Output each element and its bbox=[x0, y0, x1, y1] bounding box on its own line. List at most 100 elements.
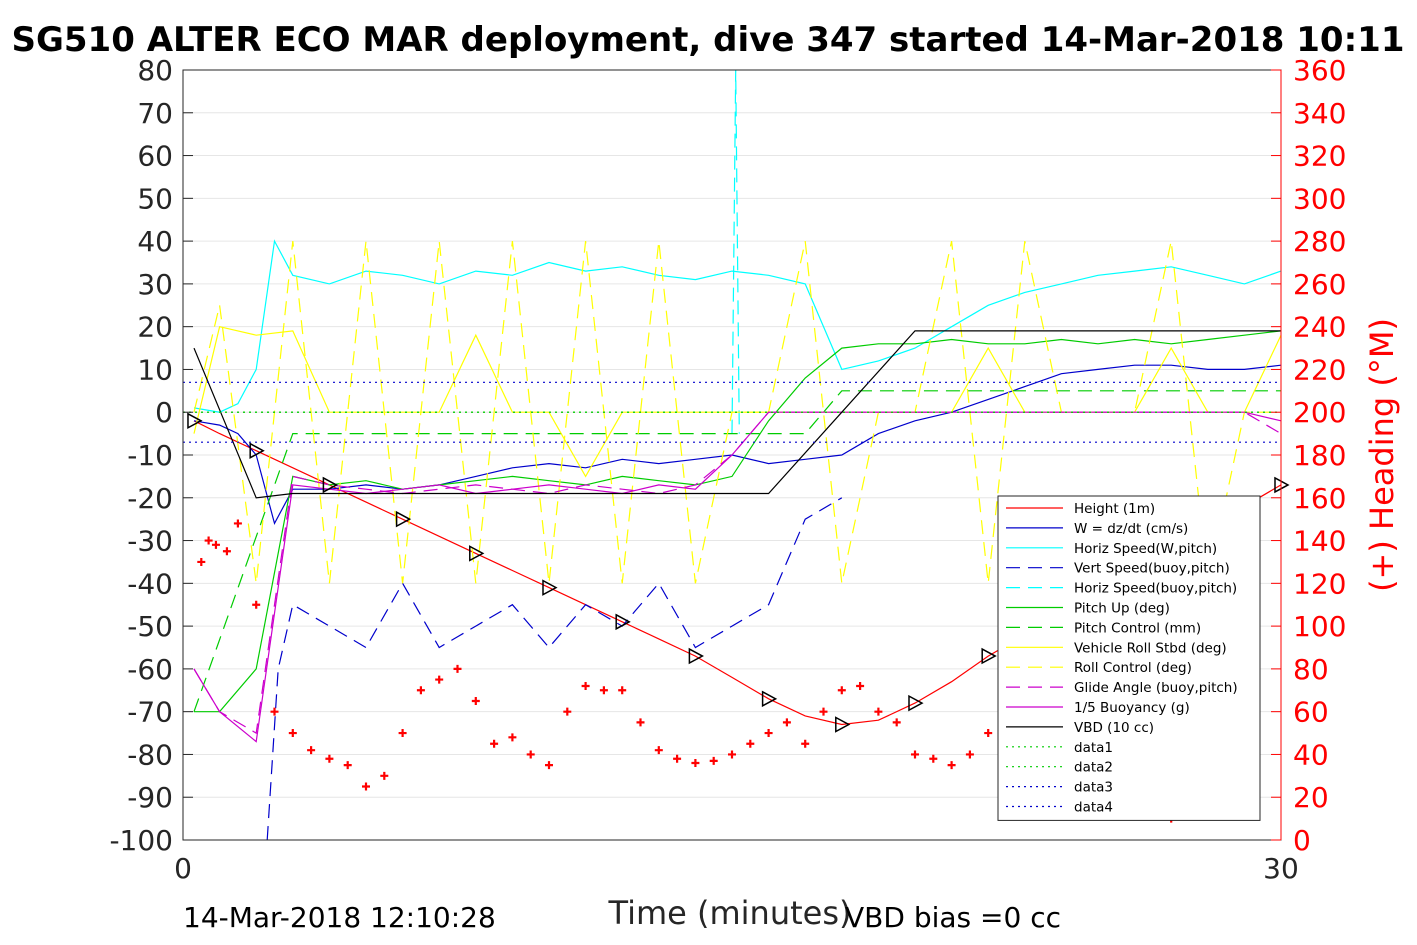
heading-point bbox=[892, 718, 901, 727]
left-tick-label: 40 bbox=[137, 225, 173, 258]
series-line-7 bbox=[193, 325, 1282, 478]
heading-point bbox=[581, 682, 590, 690]
series-line-2 bbox=[193, 239, 1282, 413]
right-tick-label: 200 bbox=[1293, 396, 1346, 429]
heading-point bbox=[728, 750, 736, 759]
left-tick-label: 80 bbox=[137, 54, 173, 87]
heading-point bbox=[673, 754, 682, 763]
heading-point bbox=[380, 771, 389, 780]
legend-box bbox=[997, 495, 1261, 821]
heading-point bbox=[233, 519, 242, 528]
heading-point bbox=[929, 754, 938, 763]
heading-point bbox=[965, 750, 974, 759]
right-tick-label: 180 bbox=[1293, 439, 1346, 472]
left-tick-label: -30 bbox=[127, 525, 173, 558]
right-tick-label: 320 bbox=[1293, 140, 1346, 173]
heading-point bbox=[819, 707, 828, 716]
x-axis-ticks: 0 30 bbox=[174, 852, 1299, 885]
heading-point bbox=[288, 729, 297, 738]
left-tick-label: -90 bbox=[127, 781, 173, 814]
right-tick-label: 360 bbox=[1293, 54, 1346, 87]
left-tick-label: 10 bbox=[137, 353, 173, 386]
right-tick-label: 100 bbox=[1293, 610, 1346, 643]
legend-label: data4 bbox=[1074, 800, 1113, 816]
left-tick-label: 70 bbox=[137, 97, 173, 130]
right-tick-label: 60 bbox=[1293, 696, 1329, 729]
heading-point bbox=[490, 739, 499, 748]
right-tick-label: 240 bbox=[1293, 311, 1346, 344]
heading-point bbox=[636, 718, 645, 727]
height-triangle bbox=[908, 694, 924, 712]
heading-point bbox=[709, 756, 718, 765]
height-triangle bbox=[981, 647, 997, 665]
heading-point bbox=[782, 718, 791, 727]
right-tick-label: 80 bbox=[1293, 653, 1329, 686]
heading-point bbox=[526, 750, 535, 759]
height-triangle bbox=[395, 510, 412, 528]
legend-label: Vert Speed(buoy,pitch) bbox=[1074, 561, 1230, 577]
heading-point bbox=[691, 759, 700, 767]
left-tick-label: 30 bbox=[137, 268, 173, 301]
heading-point bbox=[435, 675, 444, 684]
legend-label: VBD (10 cc) bbox=[1074, 720, 1154, 736]
left-tick-label: -80 bbox=[127, 738, 173, 771]
legend-label: Height (1m) bbox=[1074, 501, 1155, 517]
heading-point bbox=[856, 682, 865, 690]
right-axis-label: (+) Heading (°M) bbox=[1363, 318, 1401, 592]
legend-label: W = dz/dt (cm/s) bbox=[1074, 521, 1188, 537]
right-tick-label: 120 bbox=[1293, 567, 1346, 600]
left-tick-label: -40 bbox=[127, 567, 173, 600]
right-axis-ticks: 3603403203002802602402202001801601401201… bbox=[1271, 54, 1346, 857]
right-tick-label: 220 bbox=[1293, 353, 1346, 386]
left-tick-label: 0 bbox=[155, 396, 173, 429]
heading-point bbox=[764, 729, 773, 738]
right-tick-label: 280 bbox=[1293, 225, 1346, 258]
left-tick-label: 20 bbox=[137, 311, 173, 344]
series-line-6 bbox=[193, 390, 1281, 712]
heading-point bbox=[545, 761, 553, 770]
heading-point bbox=[618, 686, 627, 695]
legend-label: Horiz Speed(W,pitch) bbox=[1074, 541, 1217, 557]
legend-label: data2 bbox=[1074, 760, 1113, 776]
series-line-11 bbox=[193, 330, 1281, 499]
footer-timestamp: 14-Mar-2018 12:10:28 bbox=[183, 901, 496, 934]
legend-label: Horiz Speed(buoy,pitch) bbox=[1074, 581, 1237, 597]
legend-label: 1/5 Buoyancy (g) bbox=[1074, 700, 1190, 716]
heading-point bbox=[211, 540, 220, 549]
heading-point bbox=[416, 686, 425, 695]
heading-point bbox=[398, 729, 407, 738]
heading-point bbox=[471, 696, 480, 705]
heading-point bbox=[508, 733, 517, 742]
heading-point bbox=[453, 664, 462, 673]
heading-point bbox=[325, 754, 334, 763]
height-triangle bbox=[542, 579, 558, 596]
x-tick-label: 0 bbox=[174, 852, 192, 885]
heading-point bbox=[599, 686, 608, 695]
legend-label: data1 bbox=[1074, 740, 1113, 756]
left-tick-label: -70 bbox=[127, 696, 173, 729]
height-triangle bbox=[249, 442, 265, 459]
height-triangle bbox=[187, 412, 203, 430]
right-tick-label: 140 bbox=[1293, 525, 1346, 558]
heading-point bbox=[947, 761, 956, 770]
series-line-3 bbox=[266, 497, 843, 841]
chart-title: SG510 ALTER ECO MAR deployment, dive 347… bbox=[11, 20, 1404, 60]
left-tick-label: -50 bbox=[127, 610, 173, 643]
right-tick-label: 340 bbox=[1293, 97, 1346, 130]
series-line-4 bbox=[731, 69, 740, 434]
height-triangle bbox=[615, 613, 631, 631]
right-tick-label: 40 bbox=[1293, 738, 1329, 771]
left-tick-label: 60 bbox=[137, 140, 173, 173]
legend: Height (1m) W = dz/dt (cm/s) Horiz Speed(W… bbox=[997, 495, 1261, 821]
right-tick-label: 260 bbox=[1293, 268, 1346, 301]
left-tick-label: -60 bbox=[127, 653, 173, 686]
heading-point bbox=[837, 686, 846, 695]
right-tick-label: 20 bbox=[1293, 781, 1329, 814]
heading-point bbox=[343, 761, 352, 770]
height-triangle bbox=[761, 690, 778, 708]
heading-point bbox=[362, 782, 370, 791]
heading-point bbox=[252, 600, 261, 609]
heading-point bbox=[197, 557, 206, 566]
left-tick-label: -100 bbox=[109, 824, 173, 857]
